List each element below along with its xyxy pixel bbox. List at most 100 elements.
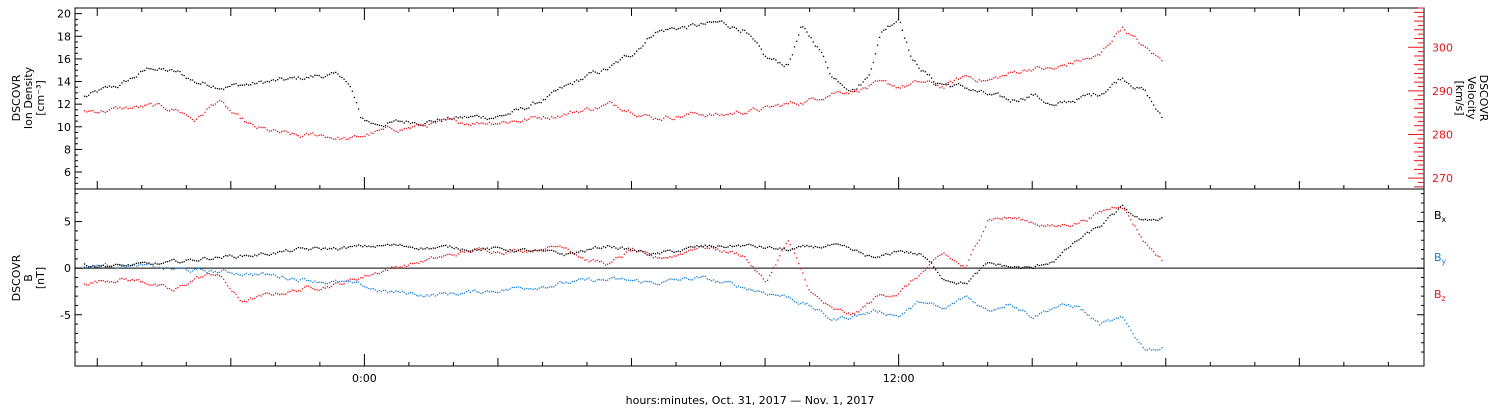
data-point	[1030, 221, 1032, 223]
data-point	[1109, 86, 1111, 88]
data-point	[793, 46, 796, 48]
data-point	[488, 118, 490, 120]
data-point	[1130, 213, 1132, 215]
data-point	[891, 24, 893, 26]
data-point	[692, 23, 694, 25]
data-point	[1030, 266, 1032, 269]
data-point	[133, 77, 135, 79]
data-point	[1090, 57, 1092, 59]
data-point	[1024, 310, 1026, 312]
data-point	[382, 125, 385, 128]
data-point	[781, 104, 783, 107]
data-point	[698, 24, 700, 26]
data-point	[102, 280, 104, 282]
data-point	[789, 244, 791, 246]
data-point	[96, 266, 98, 268]
data-point	[926, 302, 928, 305]
data-point	[397, 131, 399, 133]
data-point	[565, 247, 567, 249]
data-point	[822, 312, 825, 315]
data-point	[1101, 51, 1103, 53]
data-point	[198, 260, 200, 262]
data-point	[966, 87, 968, 89]
data-point	[1130, 85, 1132, 87]
data-point	[426, 259, 428, 261]
data-point	[83, 283, 86, 285]
data-point	[382, 270, 385, 272]
data-point	[760, 48, 762, 50]
data-point	[644, 280, 646, 282]
data-point	[461, 122, 463, 124]
data-point	[787, 296, 789, 298]
data-point	[598, 107, 600, 109]
data-point	[476, 121, 478, 123]
data-point	[144, 264, 146, 266]
data-point	[897, 250, 899, 252]
data-point	[575, 79, 578, 81]
data-point	[750, 265, 752, 267]
data-point	[883, 80, 885, 82]
data-point	[434, 122, 436, 124]
data-point	[270, 294, 272, 296]
data-point	[341, 280, 343, 282]
data-point	[868, 74, 870, 76]
data-point	[816, 99, 818, 101]
data-point	[625, 279, 627, 281]
data-point	[299, 279, 302, 281]
data-point	[733, 252, 735, 255]
data-point	[669, 27, 671, 30]
data-point	[1063, 303, 1066, 306]
data-point	[150, 68, 152, 70]
data-point	[470, 291, 472, 293]
data-point	[617, 256, 619, 258]
data-point	[852, 312, 854, 314]
data-point	[492, 290, 495, 293]
data-point	[1105, 219, 1107, 222]
data-point	[588, 261, 590, 263]
data-point	[391, 266, 393, 268]
data-point	[922, 302, 924, 304]
data-point	[108, 281, 111, 283]
data-point	[250, 122, 252, 124]
data-point	[1099, 210, 1101, 213]
data-point	[127, 265, 129, 267]
data-point	[505, 289, 507, 291]
data-point	[322, 247, 324, 249]
data-point	[812, 41, 814, 43]
ytick-label-bottom: -5	[60, 309, 71, 322]
data-point	[193, 268, 196, 270]
data-point	[837, 90, 839, 93]
data-point	[424, 260, 426, 262]
data-point	[357, 108, 360, 110]
data-point	[378, 290, 380, 292]
data-point	[781, 248, 783, 250]
data-point	[858, 84, 860, 86]
data-point	[629, 248, 632, 251]
data-point	[548, 286, 551, 288]
data-point	[748, 243, 750, 245]
data-point	[866, 302, 868, 304]
data-point	[497, 123, 499, 125]
data-point	[1016, 307, 1018, 309]
data-point	[357, 136, 360, 138]
data-point	[297, 290, 299, 292]
data-point	[1074, 101, 1076, 103]
data-point	[926, 73, 928, 76]
data-point	[974, 90, 976, 92]
data-point	[974, 272, 976, 275]
data-point	[310, 75, 312, 77]
data-point	[989, 93, 991, 95]
data-point	[814, 245, 816, 248]
data-point	[876, 295, 879, 297]
data-point	[272, 252, 275, 254]
data-point	[742, 113, 744, 115]
data-point	[928, 74, 931, 76]
data-point	[152, 68, 154, 71]
data-point	[588, 248, 590, 250]
data-point	[582, 278, 584, 280]
data-point	[974, 245, 976, 247]
data-point	[301, 288, 304, 290]
data-point	[607, 263, 609, 265]
data-point	[926, 258, 928, 260]
